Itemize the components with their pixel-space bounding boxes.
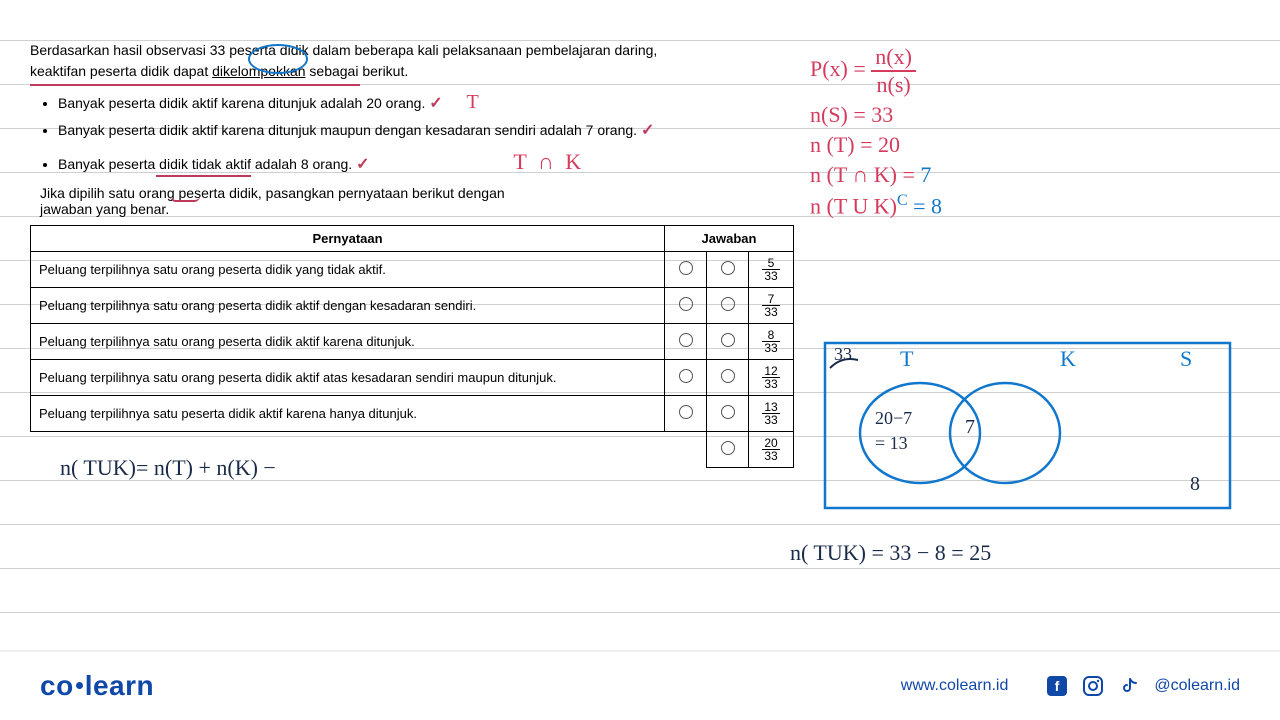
handwritten-work-right: P(x) = n(x) n(s) n(S) = 33 n (T) = 20 n … (810, 40, 1270, 223)
tiktok-icon[interactable] (1118, 675, 1140, 697)
venn-label-S: S (1180, 346, 1192, 372)
hw-line-ns: n(S) = 33 (810, 102, 1270, 128)
annotation-circle-33 (248, 44, 308, 74)
table-row: Peluang terpilihnya satu peserta didik a… (31, 395, 794, 431)
radio-icon (679, 405, 693, 419)
table-row: Peluang terpilihnya satu orang peserta d… (31, 323, 794, 359)
hw-line-nt: n (T) = 20 (810, 132, 1270, 158)
svg-text:f: f (1055, 678, 1060, 694)
facebook-icon[interactable]: f (1046, 675, 1068, 697)
radio-icon (679, 261, 693, 275)
instruction-2: jawaban yang benar. (40, 201, 810, 217)
brand-logo: colearn (40, 670, 154, 702)
venn-mid: 7 (965, 416, 975, 439)
check-icon: ✓ (641, 122, 654, 139)
venn-left-b: = 13 (875, 433, 908, 454)
problem-content: Berdasarkan hasil observasi 33 peserta d… (30, 40, 810, 468)
venn-label-T: T (900, 346, 913, 372)
hw-line-ntukc: n (T U K)C = 8 (810, 192, 1270, 219)
hw-line-ntnk: n (T ∩ K) = 7 (810, 162, 1270, 188)
radio-icon (721, 405, 735, 419)
radio-icon (679, 333, 693, 347)
annotation-T: T (467, 91, 479, 113)
table-row: Peluang terpilihnya satu orang peserta d… (31, 287, 794, 323)
annotation-underline-orang (156, 175, 251, 177)
annotation-curve-jawaban (170, 196, 200, 202)
hw-line-px: P(x) = n(x) n(s) (810, 44, 1270, 98)
header-pernyataan: Pernyataan (31, 225, 665, 251)
annotation-TnK: T ∩ K (513, 149, 584, 174)
bullet-2: Banyak peserta didik aktif karena ditunj… (58, 118, 810, 144)
matching-table: Pernyataan Jawaban Peluang terpilihnya s… (30, 225, 794, 468)
radio-icon (721, 261, 735, 275)
footer-handle[interactable]: @colearn.id (1154, 677, 1240, 695)
check-icon: ✓ (429, 95, 442, 112)
bullet-list: Banyak peserta didik aktif karena ditunj… (40, 86, 810, 179)
handwritten-bottom-right: n( TUK) = 33 − 8 = 25 (790, 540, 991, 566)
radio-icon (679, 297, 693, 311)
radio-icon (721, 333, 735, 347)
instruction-1: Jika dipilih satu orang peserta didik, p… (40, 185, 810, 201)
venn-label-K: K (1060, 346, 1076, 372)
header-jawaban: Jawaban (665, 225, 794, 251)
radio-icon (679, 369, 693, 383)
instagram-icon[interactable] (1082, 675, 1104, 697)
intro-line-1: Berdasarkan hasil observasi 33 peserta d… (30, 40, 810, 61)
venn-total: 33 (834, 344, 852, 365)
venn-diagram: 33 T K S 20−7 = 13 7 8 (820, 338, 1240, 513)
annotation-underline-intro (30, 84, 360, 86)
radio-icon (721, 441, 735, 455)
table-row: Peluang terpilihnya satu orang peserta d… (31, 251, 794, 287)
venn-outside: 8 (1190, 473, 1200, 496)
handwritten-bottom-left: n( TUK)= n(T) + n(K) − (60, 455, 276, 481)
footer: colearn www.colearn.id f @colearn.id (0, 650, 1280, 720)
check-icon: ✓ (356, 156, 369, 173)
venn-left-a: 20−7 (875, 408, 912, 429)
table-row: Peluang terpilihnya satu orang peserta d… (31, 359, 794, 395)
footer-url[interactable]: www.colearn.id (901, 677, 1009, 695)
bullet-1: Banyak peserta didik aktif karena ditunj… (58, 86, 810, 118)
bullet-3: Banyak peserta didik tidak aktif adalah … (58, 144, 810, 179)
radio-icon (721, 369, 735, 383)
radio-icon (721, 297, 735, 311)
intro-line-2: keaktifan peserta didik dapat dikelompok… (30, 61, 810, 82)
